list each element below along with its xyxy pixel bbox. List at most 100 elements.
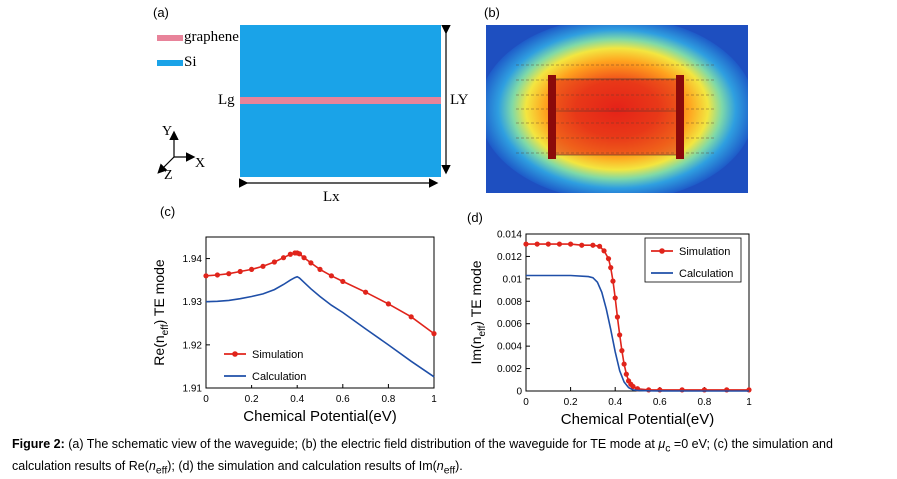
hot-edge-left (548, 75, 556, 159)
legend-box (644, 237, 742, 283)
x-tick-label: 0.4 (290, 394, 304, 405)
axis-y-label: Y (162, 124, 173, 139)
data-point-simulation (214, 272, 220, 278)
y-tick-label: 1.93 (183, 297, 203, 308)
data-point-simulation (249, 266, 255, 272)
z-axis-arrow (157, 156, 175, 174)
data-point-simulation (534, 241, 540, 247)
y-tick-label: 0.01 (503, 274, 523, 285)
panel-a-dimension-arrows (157, 24, 451, 188)
data-point-simulation (431, 331, 437, 337)
caption-mu-sub: c (665, 443, 671, 455)
legend-marker-simulation (232, 351, 238, 357)
caption-n2: n (436, 458, 444, 473)
x-tick-label: 0 (523, 397, 529, 408)
legend-label-simulation: Simulation (679, 246, 730, 258)
x-tick-label: 0 (203, 394, 209, 405)
legend-box (218, 341, 318, 385)
data-point-simulation (590, 242, 596, 248)
y-axis-label: Im(neff) TE mode (468, 260, 488, 364)
data-point-simulation (617, 332, 623, 338)
panel-c-label: (c) (160, 204, 176, 219)
plot-frame (205, 236, 435, 389)
data-point-simulation (301, 255, 307, 261)
data-point-simulation (363, 289, 369, 295)
panel-b-label: (b) (484, 5, 500, 20)
graphene-layer (240, 97, 441, 104)
figure-caption: Figure 2: (a) The schematic view of the … (12, 436, 887, 479)
data-point-simulation (556, 241, 563, 247)
y-tick-label: 0 (516, 387, 522, 398)
panel-d-label: (d) (467, 210, 483, 225)
data-point-simulation (317, 266, 323, 272)
legend-label-calculation: Calculation (252, 371, 306, 383)
series-line-calculation (526, 274, 749, 392)
x-tick-label: 1 (746, 397, 752, 408)
data-point-simulation (605, 256, 612, 262)
data-point-simulation (596, 243, 603, 249)
data-point-simulation (271, 259, 277, 265)
ly-label: LY (450, 92, 469, 108)
data-point-simulation (614, 314, 621, 320)
caption-bold: Figure 2: (12, 437, 65, 451)
data-point-simulation (328, 273, 334, 279)
data-point-simulation (340, 278, 346, 285)
legend-si-label: Si (184, 54, 197, 70)
x-tick-label: 0.6 (336, 394, 350, 405)
y-tick-label: 0.012 (497, 252, 522, 263)
x-tick-label: 0.2 (564, 397, 578, 408)
data-point-simulation (203, 273, 209, 279)
data-point-simulation (630, 383, 636, 390)
axis-x-label: X (195, 156, 206, 171)
field-distribution-image (486, 25, 748, 193)
data-point-simulation (623, 371, 629, 377)
y-tick-label: 1.91 (183, 384, 203, 395)
x-tick-label: 0.8 (697, 397, 711, 408)
data-point-simulation (621, 361, 627, 367)
series-line-calculation (205, 275, 435, 378)
x-tick-label: 0.4 (608, 397, 622, 408)
x-axis-label: Chemical Potential(eV) (243, 408, 396, 425)
series-line-simulation (205, 252, 435, 335)
y-tick-label: 0.004 (497, 342, 522, 353)
y-tick-label: 0.014 (497, 230, 522, 241)
legend-si-swatch (157, 60, 183, 66)
legend-marker-simulation (659, 248, 665, 254)
legend-label-simulation: Simulation (252, 349, 303, 361)
data-point-simulation (287, 251, 293, 257)
caption-n1-sub: eff (155, 465, 168, 476)
data-point-simulation (237, 268, 243, 275)
axis-z-label: Z (164, 168, 173, 183)
y-tick-label: 0.008 (497, 297, 522, 308)
chart-d: 0 0.2 0.4 0.6 0.8 1 0 0.002 0.004 0.006 0.008 0.01 0… (468, 230, 752, 429)
data-point-simulation (523, 241, 529, 247)
y-tick-label: 0.006 (497, 319, 522, 330)
legend-graphene-swatch (157, 35, 183, 41)
x-tick-label: 0.2 (245, 394, 259, 405)
caption-text-4: ). (455, 458, 463, 473)
series-line-simulation (526, 243, 749, 391)
data-point-simulation (385, 301, 391, 307)
data-point-simulation (308, 260, 314, 266)
caption-n2-sub: eff (443, 465, 456, 476)
data-point-simulation (619, 348, 625, 354)
data-point-simulation (260, 263, 266, 269)
caption-n1: n (148, 458, 156, 473)
panel-a-label: (a) (153, 5, 169, 20)
caption-text-3: ); (d) the simulation and calculation re… (167, 458, 437, 473)
field-core (550, 79, 680, 155)
caption-text-2: =0 eV; (c) the simulation and calculatio… (12, 437, 833, 473)
lx-label: Lx (323, 189, 340, 205)
data-point-simulation (296, 251, 303, 257)
data-point-simulation (579, 242, 585, 248)
data-point-simulation (568, 241, 574, 247)
y-tick-label: 0.002 (497, 364, 522, 375)
data-point-simulation (408, 314, 414, 320)
x-tick-label: 0.8 (381, 394, 395, 405)
y-axis-label: Re(neff) TE mode (151, 259, 171, 366)
data-point-simulation (545, 241, 551, 247)
data-point-simulation (612, 295, 618, 301)
data-point-simulation (608, 265, 614, 271)
caption-text-1: (a) The schematic view of the waveguide;… (64, 437, 659, 451)
x-tick-label: 0.6 (653, 397, 667, 408)
